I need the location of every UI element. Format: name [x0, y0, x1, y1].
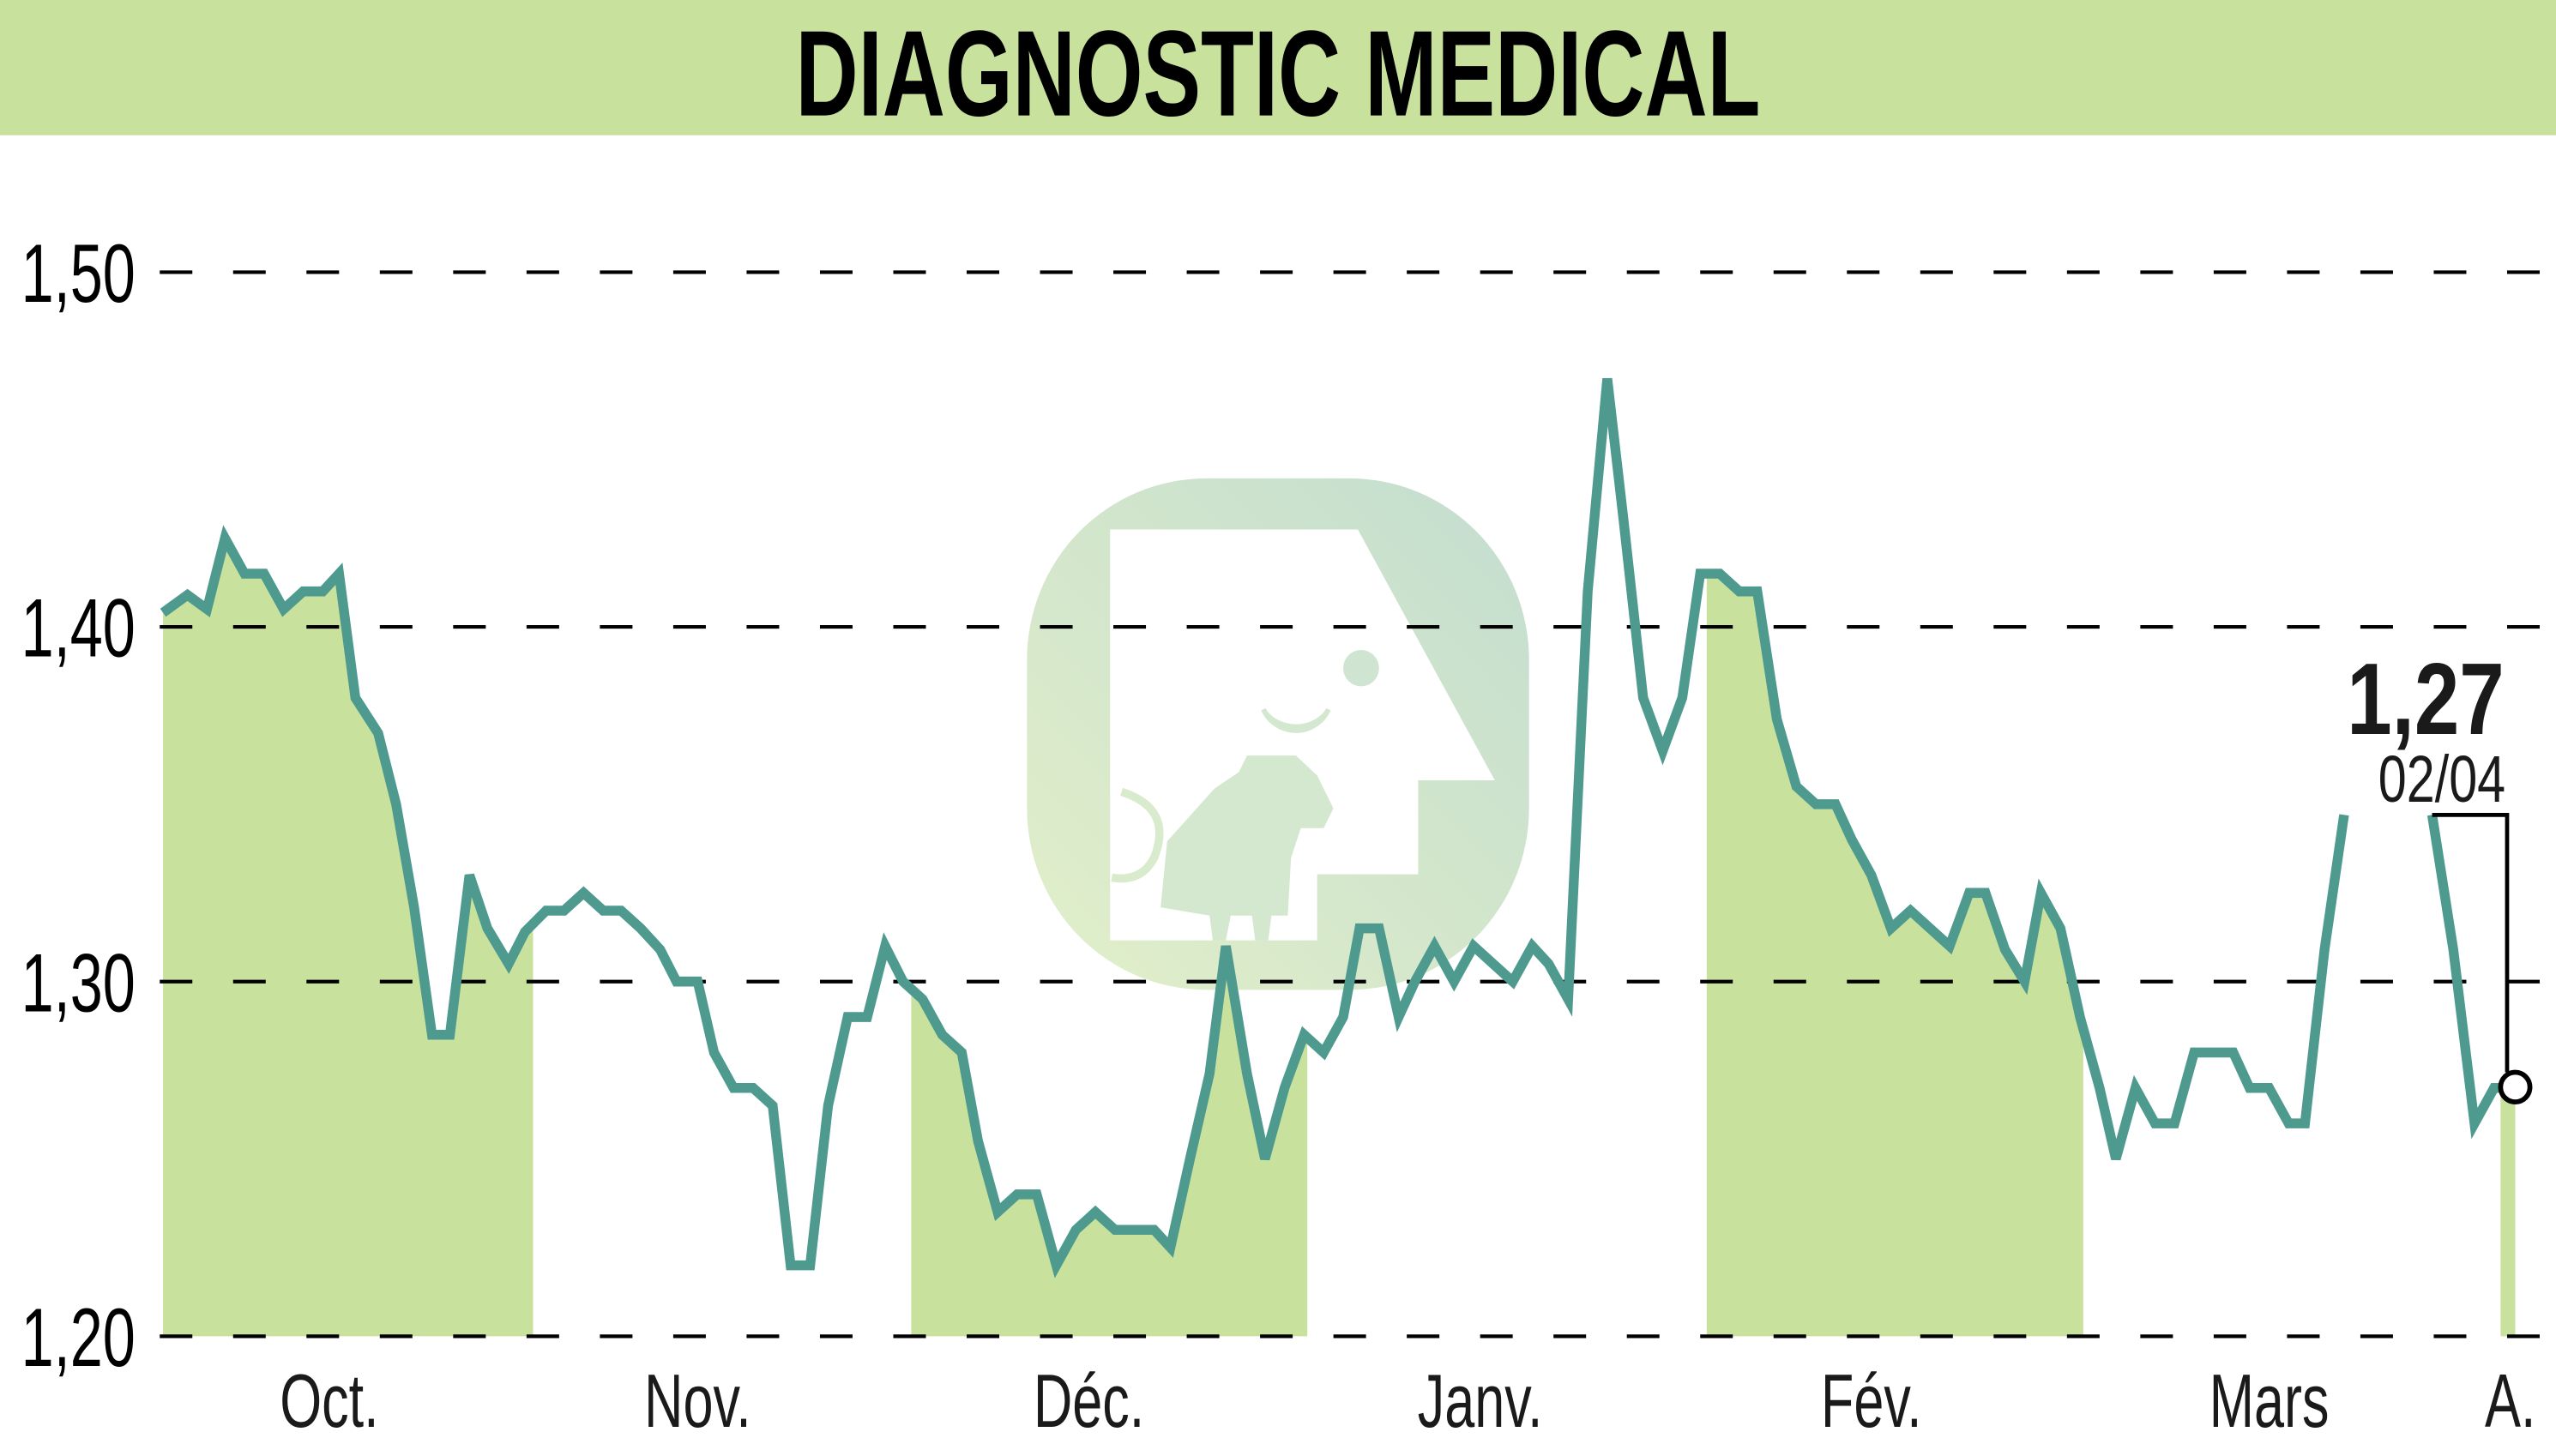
x-tick-label: Nov.	[644, 1359, 751, 1444]
last-value-date: 02/04	[2378, 743, 2505, 816]
title-banner: DIAGNOSTIC MEDICAL	[0, 0, 2556, 142]
annotation-leader-line	[2432, 812, 2510, 1073]
x-axis-labels: Oct. Nov. Déc. Janv. Fév. Mars A.	[280, 1359, 2535, 1444]
x-tick-label: Janv.	[1418, 1359, 1543, 1444]
last-value-annotation: 1,27 02/04	[2347, 641, 2533, 1105]
x-tick-label: Fév.	[1821, 1359, 1922, 1444]
last-value-label: 1,27	[2347, 641, 2504, 755]
x-tick-label: Oct.	[280, 1359, 378, 1444]
y-tick-label: 1,30	[21, 936, 136, 1029]
last-value-marker	[2498, 1069, 2533, 1105]
x-tick-label: Déc.	[1034, 1359, 1144, 1444]
y-tick-label: 1,40	[21, 581, 136, 674]
y-tick-label: 1,50	[21, 226, 136, 319]
y-tick-label: 1,20	[21, 1291, 136, 1383]
x-tick-label: Mars	[2209, 1359, 2330, 1444]
price-line-segment	[160, 377, 2349, 1279]
y-axis-labels: 1,20 1,30 1,40 1,50	[21, 226, 136, 1383]
chart-title: DIAGNOSTIC MEDICAL	[796, 6, 1761, 142]
x-tick-label: A.	[2485, 1359, 2535, 1444]
gridlines	[160, 270, 2556, 1339]
bull-logo-icon	[1027, 478, 1529, 990]
